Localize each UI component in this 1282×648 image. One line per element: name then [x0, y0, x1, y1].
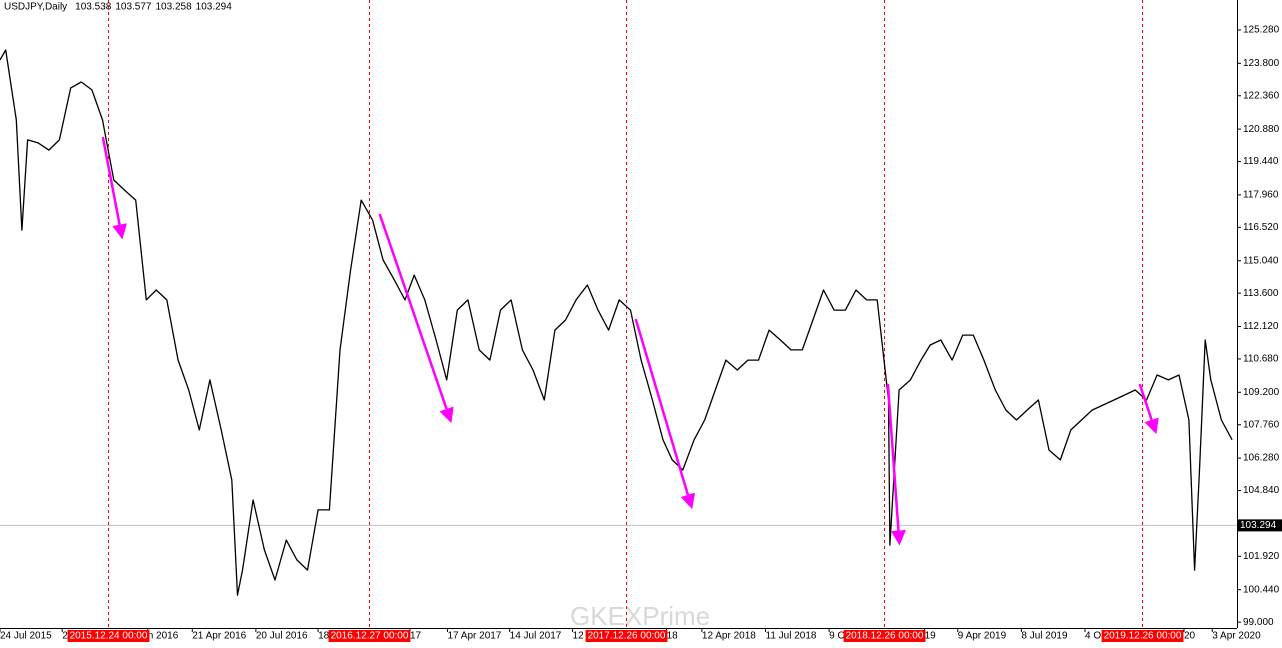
y-tick-label: 122.360 [1243, 90, 1280, 101]
x-tick-label: 24 Jul 2015 [0, 631, 52, 642]
y-tick-label: 99.000 [1243, 617, 1274, 628]
date-label: 2016.12.27 00:00 [331, 631, 409, 642]
x-tick-label: 14 Jul 2017 [510, 631, 562, 642]
ohlc-value: 103.294 [196, 2, 233, 13]
date-label-box [328, 630, 411, 642]
x-tick-label: 12 Apr 2018 [702, 631, 756, 642]
background-layer: GKEXPrime [0, 0, 1237, 631]
ohlc-value: 103.258 [155, 2, 192, 13]
arrow [101, 136, 127, 240]
price-label: 103.294 [1240, 520, 1277, 531]
date-label: 2019.12.26 00:00 [1104, 631, 1182, 642]
arrow [634, 318, 696, 510]
date-label: 2018.12.26 00:00 [846, 631, 924, 642]
annotation-arrows [101, 136, 1159, 546]
x-tick-label: 20 Jul 2016 [256, 631, 308, 642]
x-tick-label: 8 Jul 2019 [1021, 631, 1068, 642]
y-tick-label: 106.280 [1243, 453, 1280, 464]
y-tick-label: 113.600 [1243, 288, 1279, 299]
y-tick-label: 104.840 [1243, 485, 1280, 496]
x-tick-label: 21 Apr 2016 [192, 631, 246, 642]
y-tick-label: 119.440 [1243, 156, 1279, 167]
y-tick-label: 125.280 [1243, 25, 1280, 36]
y-tick-label: 116.520 [1243, 222, 1279, 233]
x-tick-label: 17 Apr 2017 [447, 631, 501, 642]
x-tick-label: n 2016 [148, 631, 179, 642]
y-tick-label: 120.880 [1243, 124, 1280, 135]
x-tick-label: 17 [410, 631, 422, 642]
y-tick-label: 112.120 [1243, 321, 1279, 332]
y-tick-label: 109.200 [1243, 387, 1280, 398]
y-tick-label: 107.760 [1243, 419, 1280, 430]
x-tick-label: 11 Jul 2018 [766, 631, 817, 642]
y-tick-label: 115.040 [1243, 255, 1279, 266]
x-tick-label: 20 [1184, 631, 1196, 642]
ohlc-value: 103.538 [75, 2, 112, 13]
x-tick-label: 2 [62, 631, 68, 642]
date-label: 2017.12.26 00:00 [588, 631, 666, 642]
arrow [378, 213, 454, 424]
price-label-box [1238, 519, 1282, 532]
date-label-box [585, 630, 668, 642]
y-tick-label: 110.680 [1243, 354, 1279, 365]
date-label-box [843, 630, 926, 642]
x-tick-label: 9 O [829, 631, 845, 642]
date-label: 2015.12.24 00:00 [70, 631, 148, 642]
y-tick-label: 123.800 [1243, 58, 1280, 69]
ohlc-values: 103.538 103.577 103.258 103.294 [75, 2, 232, 13]
x-tick-label: 3 Apr 2020 [1212, 631, 1261, 642]
date-label-box [67, 630, 150, 642]
x-tick-label: 9 Apr 2019 [958, 631, 1007, 642]
ohlc-value: 103.577 [115, 2, 152, 13]
x-tick-label: 19 [925, 631, 937, 642]
x-tick-label: 4 O [1085, 631, 1101, 642]
x-tick-label: 12 [573, 631, 585, 642]
y-tick-label: 101.920 [1243, 551, 1280, 562]
x-tick-label: 18 [318, 631, 330, 642]
x-tick-label: 18 [667, 631, 679, 642]
price-series [0, 49, 1233, 596]
price-layer [0, 49, 1233, 596]
arrow [886, 383, 906, 546]
y-tick-label: 117.960 [1243, 190, 1279, 201]
y-tick-label: 100.440 [1243, 584, 1280, 595]
arrow [1138, 383, 1159, 435]
date-label-box [1101, 630, 1184, 642]
chart-title: USDJPY,Daily [4, 2, 67, 13]
watermark: GKEXPrime [570, 601, 710, 631]
